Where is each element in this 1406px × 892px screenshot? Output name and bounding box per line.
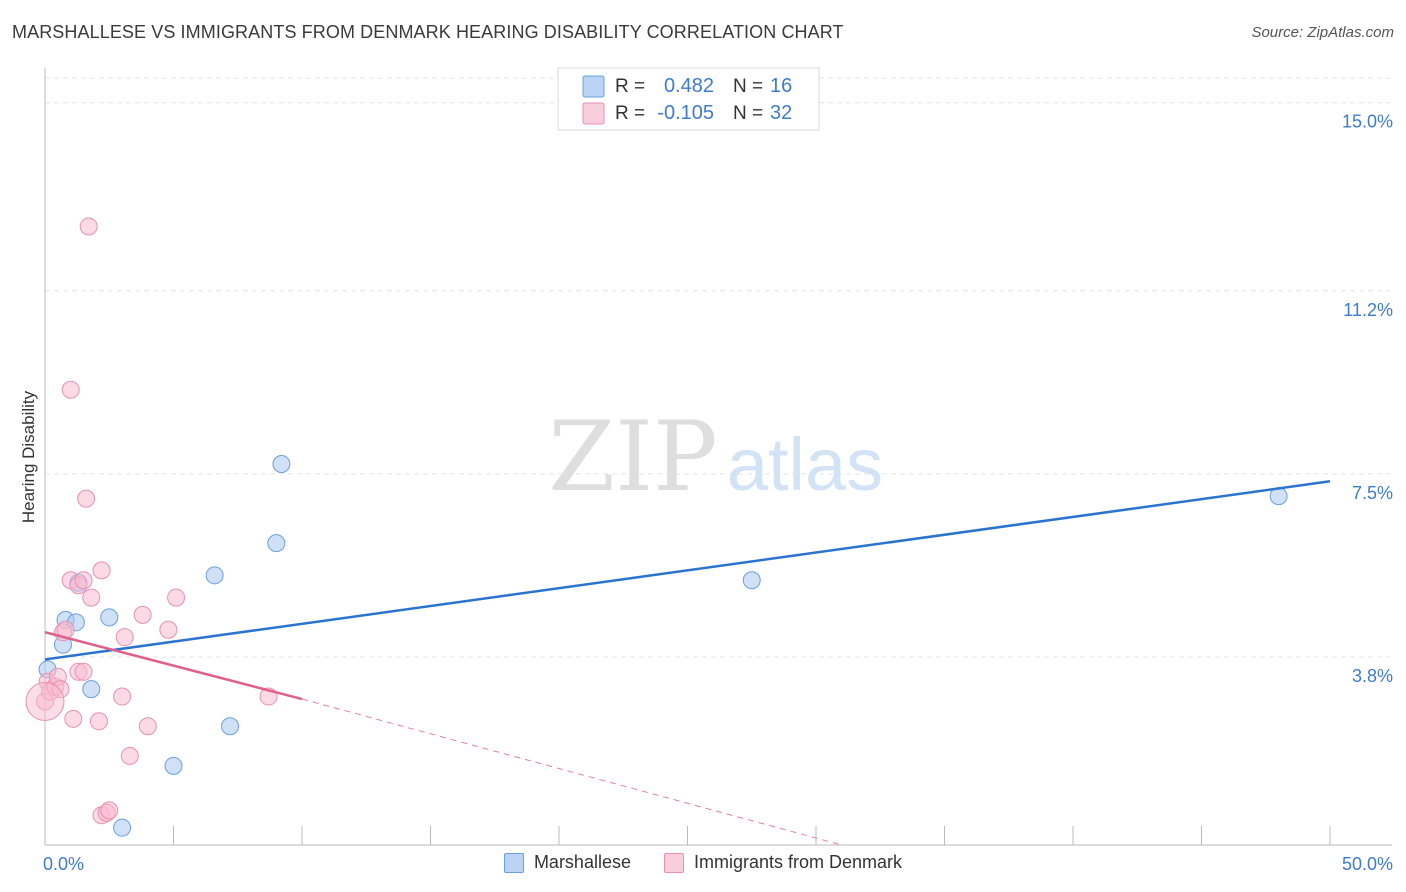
point-s1-26 (133, 605, 152, 624)
legend-item-marshallese: Marshallese (503, 852, 631, 873)
stats-r-label-0: R = (615, 76, 645, 97)
point-s1-29 (167, 588, 186, 607)
point-s1-15 (77, 489, 96, 508)
y-tick-labels: 3.8% 7.5% 11.2% 15.0% (1342, 112, 1393, 686)
watermark: ZIP atlas (548, 401, 883, 513)
point-s1-25 (120, 746, 139, 765)
point-s1-18 (89, 712, 108, 731)
point-s1-19 (92, 561, 111, 580)
legend-label-denmark: Immigrants from Denmark (694, 852, 903, 872)
point-s1-23 (113, 687, 132, 706)
legend-swatch-marshallese (503, 852, 524, 873)
point-s0-11 (267, 534, 286, 553)
point-s1-17 (82, 588, 101, 607)
y-tick-label-2: 11.2% (1343, 300, 1393, 320)
axes (44, 68, 1392, 846)
point-s1-24 (115, 628, 134, 647)
trend-line-denmark-extension (301, 698, 842, 846)
watermark-zip: ZIP (548, 401, 717, 513)
x-tick-labels: 0.0% 50.0% (43, 854, 1393, 874)
y-tick-label-0: 3.8% (1352, 666, 1393, 686)
x-tick-label-0: 0.0% (43, 854, 84, 874)
legend-label-marshallese: Marshallese (533, 852, 631, 872)
x-tick-label-1: 50.0% (1342, 854, 1393, 874)
stats-legend: R = 0.482 N = 16 R = -0.105 N = 32 (557, 67, 820, 131)
stats-r-label-1: R = (615, 103, 645, 124)
legend-swatch-denmark (664, 852, 684, 873)
series-legend: Marshallese Immigrants from Denmark (0, 852, 1406, 878)
stats-n-label-1: N = (733, 103, 763, 124)
trend-line-marshallese (44, 480, 1331, 661)
trend-line-denmark (44, 631, 303, 701)
point-s1-27 (138, 717, 157, 736)
stats-swatch-1 (582, 102, 605, 125)
point-s0-8 (164, 756, 183, 775)
stats-r-value-0: 0.482 (664, 75, 714, 97)
stats-r-value-1: -0.105 (657, 102, 714, 124)
grid-lines (45, 77, 1392, 658)
point-s1-14 (74, 571, 93, 590)
chart-title: MARSHALLESE VS IMMIGRANTS FROM DENMARK H… (12, 22, 844, 42)
point-s1-13 (74, 662, 93, 681)
point-s0-6 (100, 608, 119, 627)
point-large-denmark (25, 681, 65, 721)
stats-n-value-1: 32 (770, 102, 792, 124)
stats-n-label-0: N = (733, 76, 763, 97)
point-s0-7 (113, 818, 132, 837)
data-points (25, 217, 1288, 837)
point-s0-9 (205, 566, 224, 585)
stats-swatch-0 (582, 75, 605, 98)
point-s1-28 (159, 620, 178, 639)
point-s1-16 (79, 217, 98, 236)
y-tick-label-1: 7.5% (1352, 483, 1393, 503)
y-tick-label-3: 15.0% (1342, 112, 1393, 132)
trend-lines (44, 480, 1331, 846)
source-label: Source: ZipAtlas.com (1251, 24, 1394, 41)
point-s1-22 (100, 801, 119, 820)
y-axis-label: Hearing Disability (19, 390, 38, 523)
point-s0-13 (742, 571, 761, 590)
watermark-atlas: atlas (727, 423, 883, 506)
point-s1-10 (64, 709, 83, 728)
point-s0-5 (82, 680, 101, 699)
legend-item-denmark: Immigrants from Denmark (664, 852, 902, 873)
point-s0-12 (272, 454, 291, 473)
point-s0-10 (221, 717, 240, 736)
point-s1-9 (61, 380, 80, 399)
stats-n-value-0: 16 (770, 75, 792, 97)
